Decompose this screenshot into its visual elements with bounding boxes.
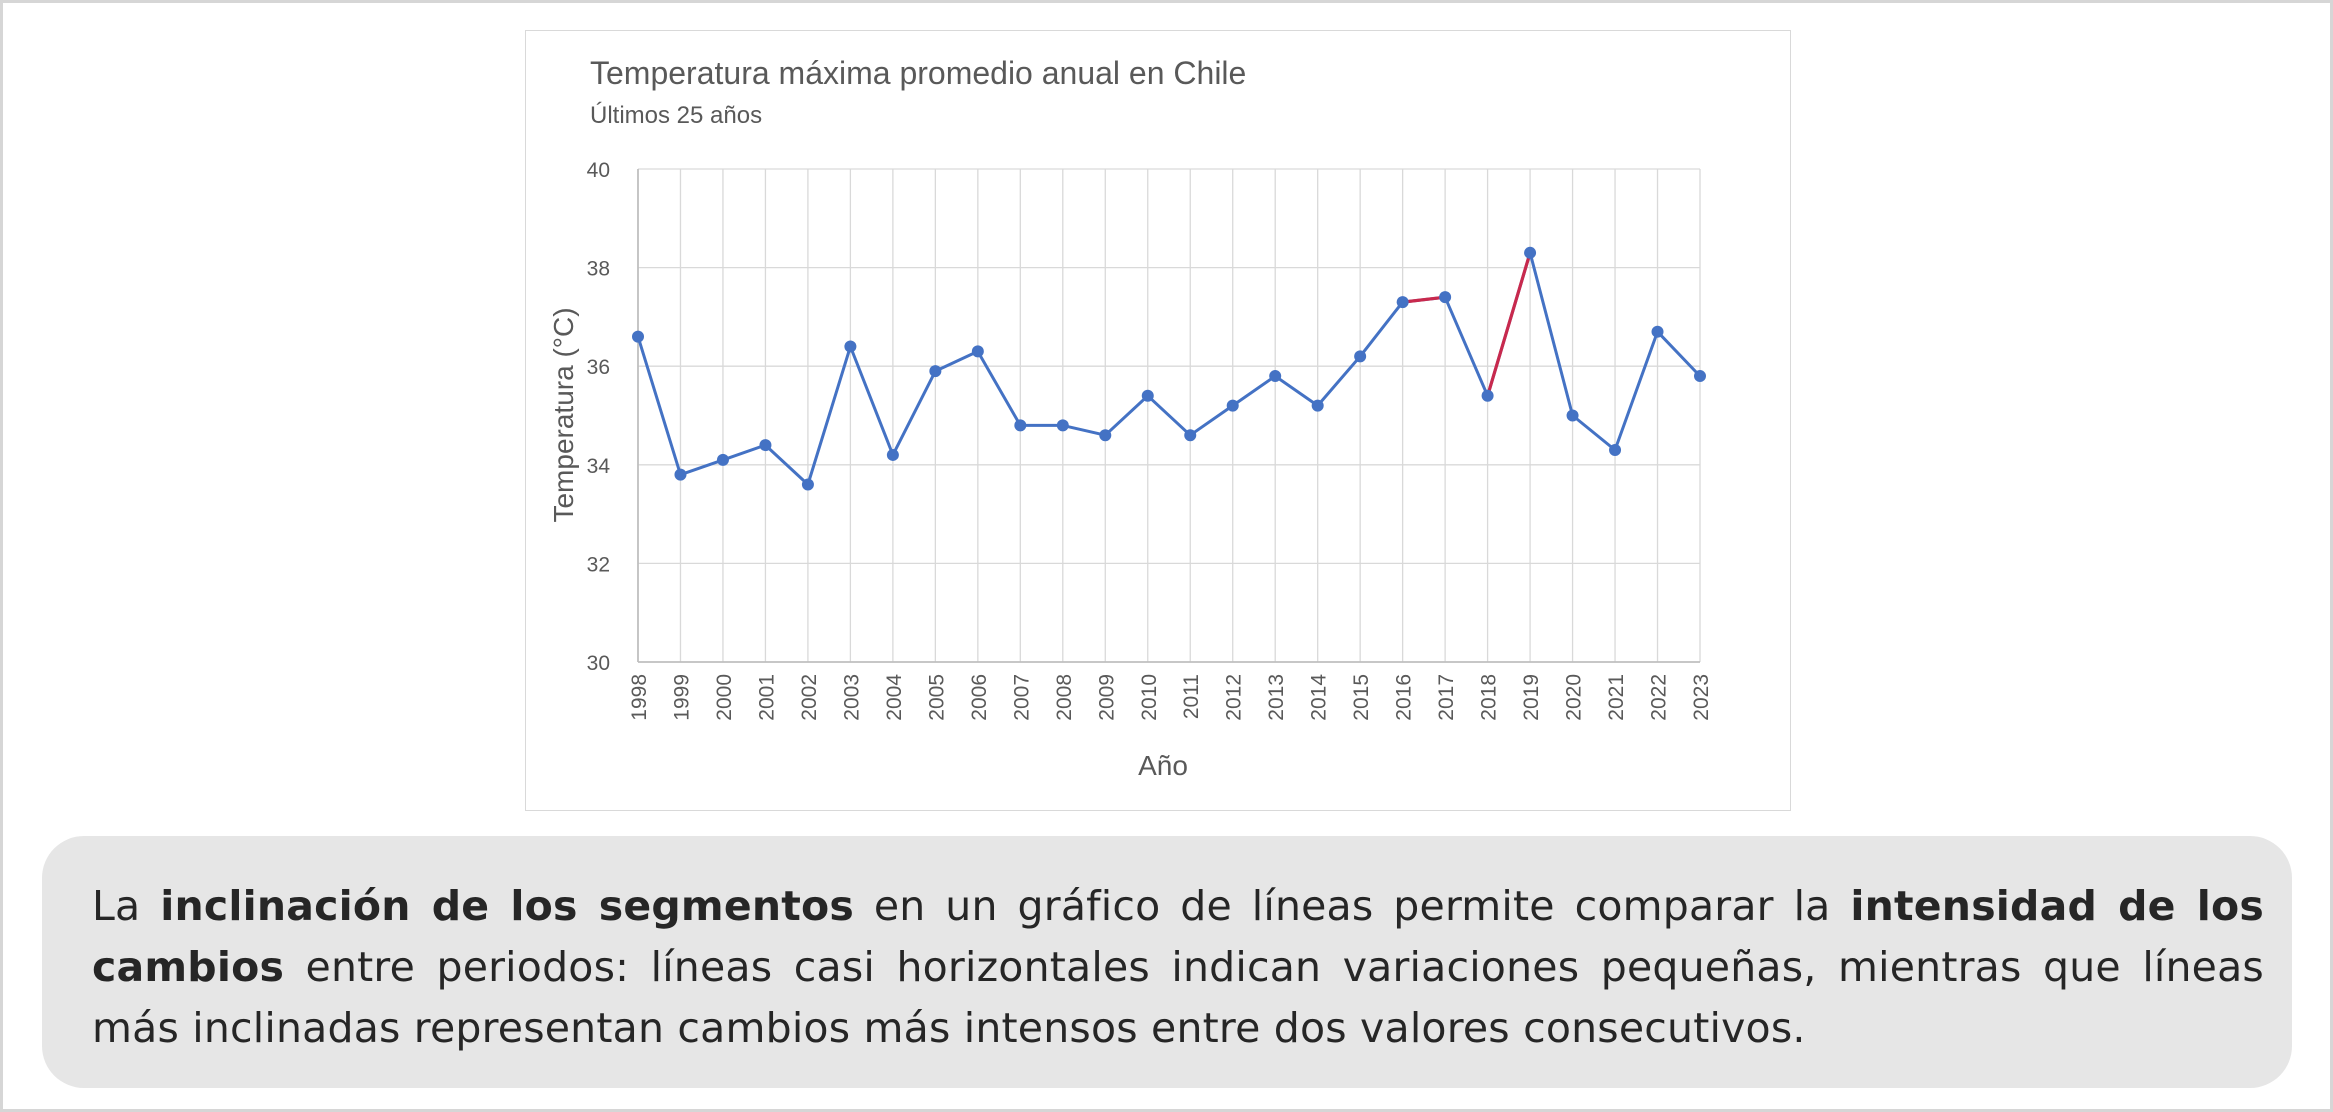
caption-run: en un gráfico de líneas permite comparar… [853, 882, 1851, 930]
x-tick-label: 2023 [1690, 674, 1713, 721]
y-axis-label: Temperatura (°C) [548, 307, 579, 522]
data-point [1014, 419, 1027, 432]
data-point [674, 468, 687, 481]
series-line-path [636, 251, 1702, 486]
series-line [636, 251, 1702, 486]
x-tick-label: 2010 [1138, 674, 1161, 721]
x-tick-label: 2019 [1520, 674, 1543, 721]
x-tick-label: 2005 [925, 674, 948, 721]
data-point [929, 365, 942, 378]
grid-lines [638, 168, 1701, 662]
x-tick-label: 2012 [1223, 674, 1246, 721]
data-points [632, 246, 1706, 491]
x-tick-label: 2021 [1605, 674, 1628, 721]
data-point [1524, 246, 1537, 259]
x-tick-label: 2000 [713, 674, 736, 721]
x-tick-label: 2016 [1393, 674, 1416, 721]
line-chart: Temperatura máxima promedio anual en Chi… [548, 55, 1713, 781]
x-tick-label: 1999 [670, 674, 693, 721]
x-tick-label: 2020 [1563, 674, 1586, 721]
data-point [1056, 419, 1069, 432]
data-point [801, 478, 814, 491]
data-point [844, 340, 857, 353]
data-point [1311, 399, 1324, 412]
x-tick-label: 2006 [968, 674, 991, 721]
caption-emphasis: intensidad de los cambios [92, 882, 2264, 991]
data-point [1651, 325, 1664, 338]
y-tick-label: 40 [587, 159, 610, 182]
y-tick-label: 34 [587, 455, 611, 478]
x-tick-label: 2008 [1053, 674, 1076, 721]
x-tick-label: 1998 [628, 674, 651, 721]
caption-box: La inclinación de los segmentos en un gr… [42, 836, 2292, 1088]
axes [637, 169, 1700, 663]
chart-subtitle: Últimos 25 años [590, 102, 762, 129]
x-tick-label: 2009 [1095, 674, 1118, 721]
data-point [1099, 429, 1112, 442]
y-tick-label: 38 [587, 258, 610, 281]
x-tick-label: 2001 [755, 674, 778, 721]
x-tick-label: 2013 [1265, 674, 1288, 721]
highlighted-segments [1401, 251, 1532, 398]
x-tick-label: 2007 [1010, 674, 1033, 721]
data-point [971, 345, 984, 358]
data-point [1439, 291, 1452, 304]
data-point [1609, 444, 1622, 457]
y-tick-label: 36 [587, 356, 610, 379]
chart-panel: Temperatura máxima promedio anual en Chi… [525, 30, 1791, 811]
data-point [1694, 370, 1706, 383]
data-point [1141, 389, 1154, 402]
y-tick-labels: 30 32 34 36 38 40 [587, 159, 611, 675]
x-tick-label: 2011 [1180, 674, 1203, 719]
chart-title: Temperatura máxima promedio anual en Chi… [590, 55, 1246, 91]
data-point [886, 448, 899, 461]
data-point [1184, 429, 1197, 442]
x-tick-label: 2022 [1648, 674, 1671, 721]
x-tick-label: 2017 [1435, 674, 1458, 721]
x-tick-labels: 1998 1999 2000 2001 2002 2003 2004 2005 2006 2007… [628, 674, 1713, 721]
data-point [1566, 409, 1579, 422]
y-tick-label: 32 [587, 553, 610, 576]
caption-text: La inclinación de los segmentos en un gr… [92, 876, 2264, 1059]
x-tick-label: 2004 [883, 674, 906, 721]
highlighted-segment [1401, 295, 1447, 304]
caption-run: La [92, 882, 161, 930]
data-point [1226, 399, 1239, 412]
data-point [759, 439, 772, 452]
x-tick-label: 2018 [1478, 674, 1501, 721]
x-tick-label: 2003 [840, 674, 863, 721]
data-point [1481, 389, 1494, 402]
data-point [1354, 350, 1367, 363]
x-tick-label: 2014 [1308, 674, 1331, 721]
caption-run: entre periodos: líneas casi horizontales… [92, 943, 2264, 1052]
highlighted-segment [1485, 251, 1532, 398]
y-tick-label: 30 [587, 652, 610, 675]
caption-emphasis: inclinación de los segmentos [160, 882, 854, 930]
data-point [632, 330, 644, 343]
data-point [1396, 296, 1409, 309]
x-tick-label: 2015 [1350, 674, 1373, 721]
data-point [716, 453, 729, 466]
x-axis-label: Año [1138, 750, 1188, 781]
data-point [1269, 370, 1282, 383]
x-tick-label: 2002 [798, 674, 821, 721]
